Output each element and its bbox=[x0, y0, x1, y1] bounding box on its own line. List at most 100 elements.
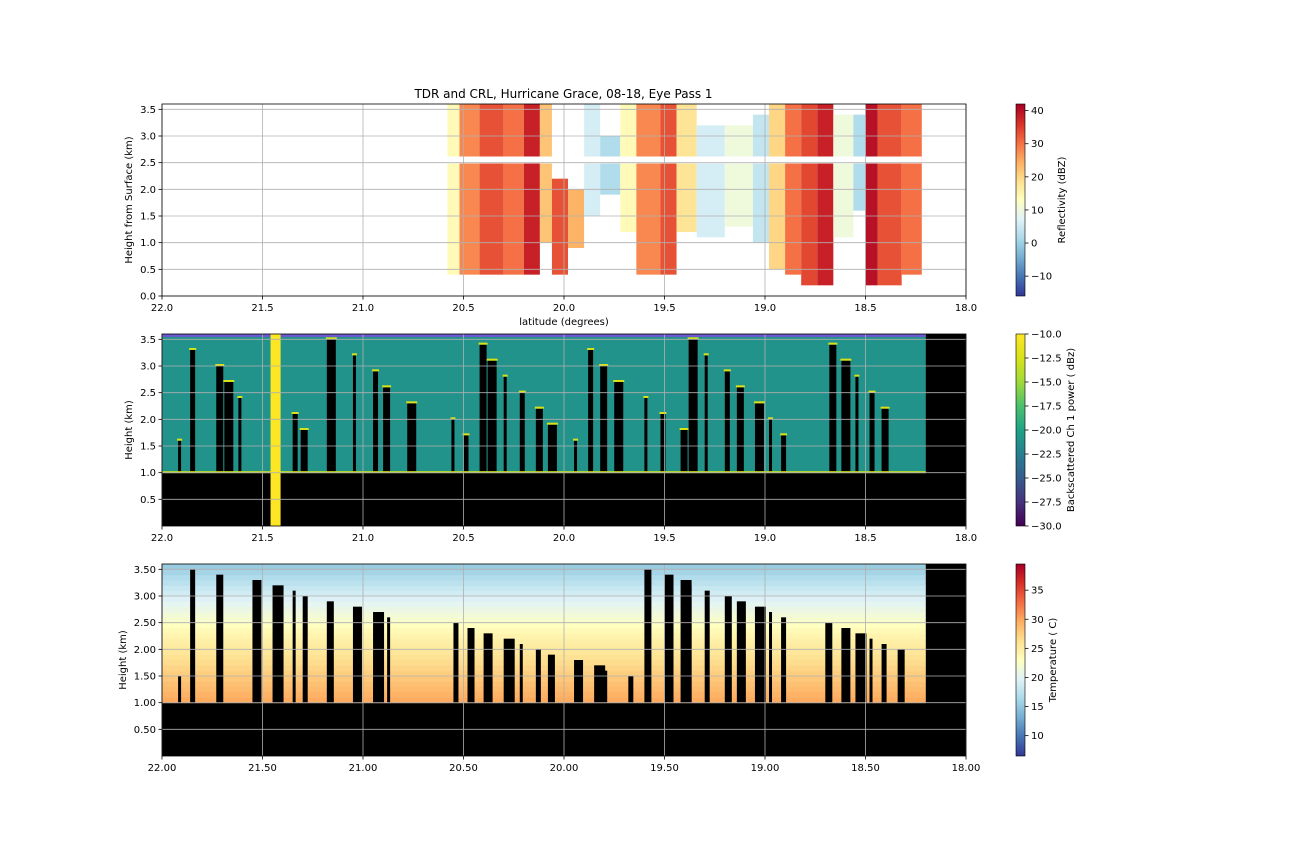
colorbar-tick-label: −17.5 bbox=[1031, 402, 1062, 413]
reflectivity-column bbox=[568, 189, 585, 248]
x-tick-label: 20.5 bbox=[452, 533, 474, 544]
backscatter-top-band bbox=[162, 334, 926, 337]
y-tick-label: 3.5 bbox=[140, 105, 156, 116]
cloud-column bbox=[453, 622, 459, 703]
cloud-column bbox=[829, 344, 837, 473]
cloud-column bbox=[519, 392, 525, 473]
colorbar-ticks-backscatter: −30.0 −27.5 −25.0 −22.5 −20.0 −17.5 −15.0 −12.5… bbox=[1025, 330, 1062, 533]
colorbar-temperature: 10 15 20 25 30 35 Temperature ( C) bbox=[1015, 563, 1059, 757]
cloud-column bbox=[373, 371, 379, 473]
cloud-column bbox=[604, 670, 608, 703]
cloud-top-echo bbox=[189, 348, 197, 350]
colorbar-tick-label: −22.5 bbox=[1031, 450, 1062, 461]
colorbar-tick-label: 0 bbox=[1031, 239, 1037, 250]
x-tick-label: 20.50 bbox=[449, 763, 478, 774]
cloud-top-echo bbox=[643, 396, 649, 398]
colorbar-label-temperature: Temperature ( C) bbox=[1048, 618, 1059, 704]
temperature-layer bbox=[162, 649, 926, 656]
cloud-top-echo bbox=[613, 380, 625, 382]
cloud-column bbox=[881, 408, 889, 473]
cloud-column bbox=[352, 606, 362, 703]
cloud-column bbox=[574, 660, 584, 703]
cloud-column bbox=[216, 574, 224, 703]
cloud-top-echo bbox=[291, 412, 299, 414]
cloud-column bbox=[178, 676, 182, 703]
colorbar-tick-label: 40 bbox=[1031, 106, 1044, 117]
x-tick-label: 19.0 bbox=[754, 303, 776, 314]
colorbar-tick-label: 30 bbox=[1031, 615, 1044, 626]
y-tick-label: 3.5 bbox=[140, 335, 156, 346]
cloud-column bbox=[736, 601, 746, 703]
cloud-top-echo bbox=[546, 422, 558, 425]
cloud-column bbox=[407, 403, 417, 473]
y-tick-label: 3.50 bbox=[134, 565, 156, 576]
cloud-column bbox=[688, 339, 698, 473]
colorbar-ticks-temperature: 10 15 20 25 30 35 bbox=[1025, 586, 1044, 742]
cloud-column bbox=[754, 403, 764, 473]
cloud-top-echo bbox=[587, 348, 595, 350]
surface-echo-line bbox=[162, 471, 926, 474]
cloud-column bbox=[547, 654, 555, 703]
cloud-column bbox=[769, 612, 773, 703]
cloud-top-echo bbox=[735, 385, 745, 388]
temperature-layer bbox=[162, 686, 926, 693]
temperature-layer bbox=[162, 617, 926, 624]
x-tick-label: 19.0 bbox=[754, 533, 776, 544]
x-axis-temperature: 22.00 21.50 21.00 20.50 20.00 19.50 19.00 18.50… bbox=[148, 756, 980, 774]
cloud-column bbox=[383, 387, 391, 473]
temperature-layer bbox=[162, 660, 926, 666]
cloud-column bbox=[503, 376, 507, 473]
x-tick-label: 19.00 bbox=[751, 763, 780, 774]
temperature-layer bbox=[162, 633, 926, 640]
temperature-layer bbox=[162, 628, 926, 634]
cloud-column bbox=[483, 633, 493, 703]
cloud-column bbox=[825, 622, 833, 703]
temperature-layer bbox=[162, 580, 926, 586]
colorbar-gradient-backscatter bbox=[1015, 333, 1026, 527]
colorbar-tick-label: 20 bbox=[1031, 673, 1044, 684]
cloud-top-echo bbox=[299, 428, 309, 430]
cloud-column bbox=[326, 601, 334, 703]
x-tick-label: 18.50 bbox=[851, 763, 880, 774]
panel-temperature: 22.00 21.50 21.00 20.50 20.00 19.50 19.00 18.50… bbox=[118, 563, 1059, 774]
backscatter-field bbox=[162, 334, 926, 526]
colorbar-backscatter: −30.0 −27.5 −25.0 −22.5 −20.0 −17.5 −15.0 −12.5… bbox=[1015, 330, 1077, 533]
cloud-column bbox=[300, 430, 308, 473]
colorbar-tick-label: −27.5 bbox=[1031, 498, 1062, 509]
temperature-layer bbox=[162, 564, 926, 570]
cloud-column bbox=[841, 360, 851, 473]
colorbar-tick-label: −25.0 bbox=[1031, 474, 1062, 485]
cloud-top-echo bbox=[880, 406, 890, 409]
temperature-layer bbox=[162, 574, 926, 581]
figure-title: TDR and CRL, Hurricane Grace, 08-18, Eye… bbox=[413, 87, 712, 101]
cloud-column bbox=[224, 382, 234, 473]
temperature-layer bbox=[162, 606, 926, 613]
x-tick-label: 18.5 bbox=[854, 533, 876, 544]
temperature-layer bbox=[162, 612, 926, 618]
reflectivity-column bbox=[865, 104, 878, 286]
grid-temperature bbox=[161, 564, 967, 756]
cloud-column bbox=[754, 606, 766, 703]
cloud-column bbox=[855, 633, 867, 703]
x-tick-label: 18.5 bbox=[854, 303, 876, 314]
cloud-column bbox=[614, 382, 624, 473]
cloud-column bbox=[487, 360, 497, 473]
temperature-layer bbox=[162, 665, 926, 672]
temperature-layer bbox=[162, 596, 926, 602]
cloud-column bbox=[724, 371, 730, 473]
cloud-column bbox=[688, 585, 692, 703]
cloud-top-echo bbox=[534, 406, 544, 409]
missing-data-band bbox=[447, 156, 922, 164]
cloud-top-echo bbox=[679, 428, 689, 430]
colorbar-gradient-temperature bbox=[1015, 563, 1026, 757]
y-tick-label: 3.0 bbox=[140, 132, 156, 143]
y-tick-label: 3.0 bbox=[140, 362, 156, 373]
cloud-column bbox=[467, 628, 475, 703]
y-tick-label: 0.0 bbox=[140, 292, 156, 303]
y-tick-label: 2.50 bbox=[134, 618, 156, 629]
y-tick-label: 3.00 bbox=[134, 592, 156, 603]
y-tick-label: 1.0 bbox=[140, 238, 156, 249]
colorbar-reflectivity: −10 0 10 20 30 40 Reflectivity (dBZ) bbox=[1015, 103, 1068, 297]
cloud-column bbox=[463, 435, 469, 473]
cloud-column bbox=[628, 676, 634, 703]
